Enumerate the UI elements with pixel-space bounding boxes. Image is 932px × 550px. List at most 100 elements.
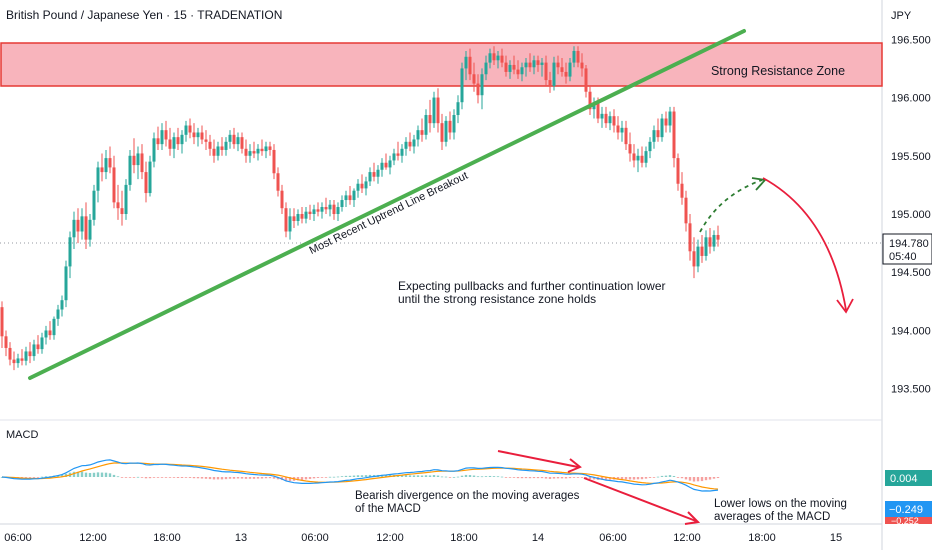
macd-hist-bar xyxy=(36,477,40,478)
candle-body xyxy=(172,137,176,149)
candle xyxy=(652,125,656,149)
candle-body xyxy=(40,337,44,350)
candle-body xyxy=(352,190,356,201)
candle xyxy=(76,208,80,244)
candle-body xyxy=(528,62,532,68)
candle xyxy=(324,197,328,215)
candle-body xyxy=(656,130,660,138)
candle-body xyxy=(416,130,420,140)
uptrend-line[interactable] xyxy=(28,29,746,380)
candle-body xyxy=(212,148,216,156)
divergence-arrowhead-1 xyxy=(567,458,582,473)
candle-body xyxy=(596,103,600,119)
candle xyxy=(120,190,124,226)
price-tick-label: 195.000 xyxy=(891,209,931,221)
lowerlows-arrow[interactable] xyxy=(583,477,697,522)
candle xyxy=(500,48,504,68)
chart-title: British Pound / Japanese Yen · 15 · TRAD… xyxy=(6,8,282,22)
candle-body xyxy=(260,148,264,152)
resistance-zone[interactable] xyxy=(0,42,883,87)
macd-hist-bar xyxy=(520,477,524,479)
macd-hist-bar xyxy=(92,472,96,477)
macd-hist-bar xyxy=(340,476,344,478)
divergence-arrow-1[interactable] xyxy=(497,450,579,468)
candle xyxy=(116,184,120,220)
candle-body xyxy=(216,146,220,156)
candle xyxy=(448,111,452,140)
candle xyxy=(632,144,636,168)
candle-body xyxy=(208,141,212,149)
candle-body xyxy=(60,300,64,310)
macd-line-value: −0.252 xyxy=(891,516,919,526)
candle xyxy=(264,141,268,159)
candle-body xyxy=(108,158,112,168)
candle-body xyxy=(708,237,712,247)
macd-hist-bar xyxy=(236,477,240,479)
candle-body xyxy=(328,204,332,210)
candle xyxy=(260,139,264,156)
candle xyxy=(592,97,596,119)
candle xyxy=(520,62,524,82)
macd-hist-bar xyxy=(664,475,668,477)
price-axis[interactable]: 196.500 196.000 195.500 195.000 194.500 194.0… xyxy=(891,34,931,395)
macd-hist-bar xyxy=(336,476,340,478)
candle xyxy=(452,109,456,140)
macd-hist-bar xyxy=(148,477,152,479)
candle xyxy=(504,55,508,77)
macd-hist-bar xyxy=(480,476,484,478)
candle xyxy=(288,208,292,240)
candle-body xyxy=(632,153,636,161)
continuation-projection[interactable] xyxy=(762,177,847,311)
candle-body xyxy=(268,146,272,150)
candle xyxy=(32,339,36,361)
candle-body xyxy=(512,64,516,70)
price-tick-label: 195.500 xyxy=(891,151,931,163)
candle-body xyxy=(620,127,624,133)
macd-hist-bar xyxy=(632,477,636,480)
candle xyxy=(704,230,708,261)
macd-hist-bar xyxy=(484,476,488,477)
macd-hist-bar xyxy=(424,475,428,477)
macd-hist-bar xyxy=(24,477,28,478)
macd-hist-bar xyxy=(88,472,92,477)
candle xyxy=(616,116,620,140)
candle-body xyxy=(164,130,168,140)
candle-body xyxy=(580,62,584,69)
macd-hist-bar xyxy=(500,476,504,478)
candle-body xyxy=(64,266,68,301)
candle-body xyxy=(296,214,300,221)
macd-hist-bar xyxy=(456,476,460,478)
candle xyxy=(332,200,336,220)
macd-hist-bar xyxy=(240,477,244,479)
candle-body xyxy=(448,120,452,133)
macd-hist-bar xyxy=(592,477,596,480)
candle xyxy=(376,165,380,184)
macd-hist-bar xyxy=(516,477,520,479)
macd-hist-bar xyxy=(652,477,656,478)
candle-body xyxy=(324,207,328,210)
candle-body xyxy=(484,62,488,75)
candle xyxy=(552,56,556,91)
candle xyxy=(392,148,396,166)
candle-body xyxy=(412,139,416,147)
macd-hist-bar xyxy=(432,475,436,477)
candle xyxy=(644,146,648,168)
candle-body xyxy=(712,234,716,247)
candle-body xyxy=(456,102,460,116)
pullback-projection[interactable] xyxy=(699,179,763,233)
candle-body xyxy=(624,127,628,145)
time-axis[interactable]: 06:00 12:00 18:00 13 06:00 12:00 18:00 14 06:00 1… xyxy=(4,532,842,544)
candle xyxy=(208,134,212,156)
candle-body xyxy=(248,151,252,156)
macd-hist-bar xyxy=(112,474,116,477)
candle-body xyxy=(496,55,500,61)
candle xyxy=(316,202,320,217)
macd-hist-bar xyxy=(488,475,492,477)
macd-hist-bar xyxy=(440,476,444,478)
macd-hist-bar xyxy=(268,477,272,479)
candle-body xyxy=(96,167,100,191)
macd-hist-bar xyxy=(180,477,184,478)
macd-hist-bar xyxy=(84,472,88,477)
candle xyxy=(312,204,316,221)
